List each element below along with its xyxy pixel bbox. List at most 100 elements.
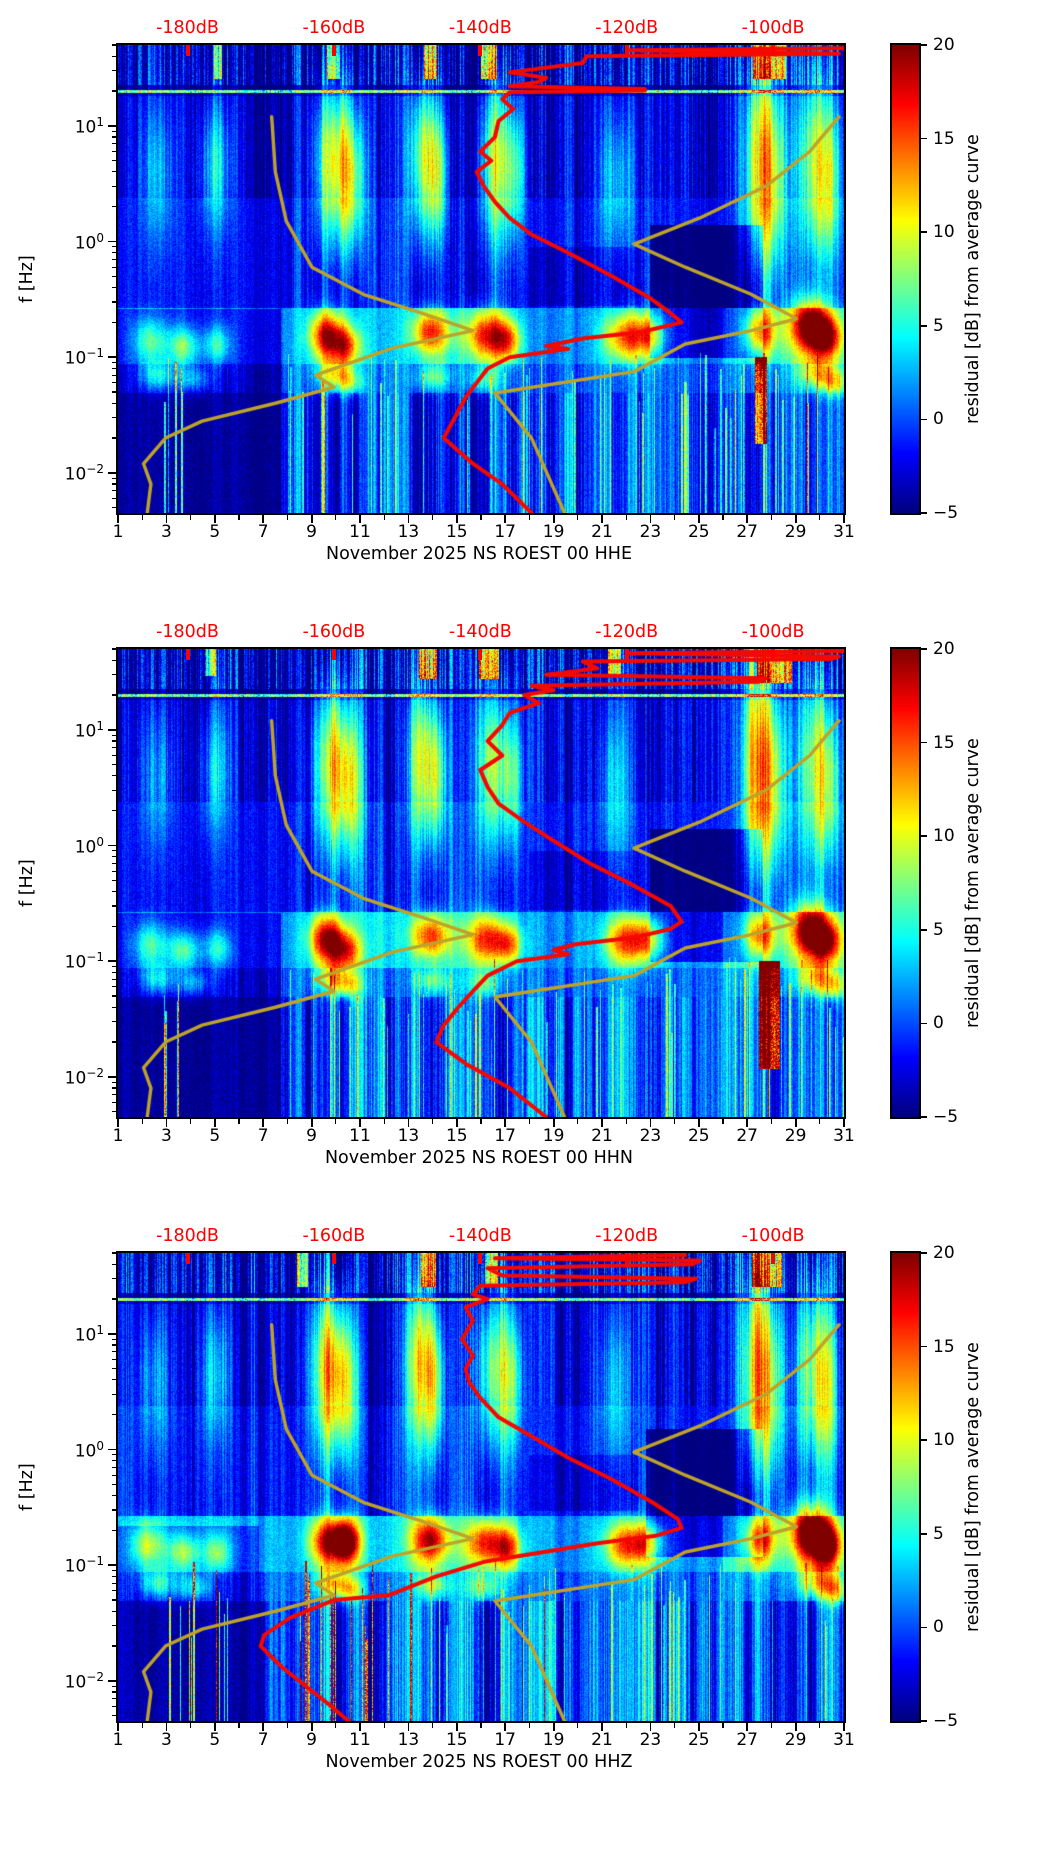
x-minor-tick: [819, 515, 821, 520]
x-minor-tick: [528, 1119, 531, 1124]
colorbar-canvas: [892, 1253, 919, 1721]
figure-canvas: { "chart_data": { "type": "heatmap", "co…: [17, 18, 983, 1772]
x-tick-label: 25: [687, 522, 710, 542]
plot-frame: [116, 1251, 846, 1723]
x-tick-label: 15: [445, 1730, 468, 1750]
x-major-tick: [456, 515, 458, 523]
colorbar-tick: [919, 928, 927, 931]
db-axis-label: -120dB: [595, 1226, 659, 1246]
x-tick-label: 29: [784, 1126, 807, 1146]
plot-frame: [116, 647, 846, 1119]
colorbar-label: residual [dB] from average curve: [963, 1342, 983, 1632]
x-minor-tick: [480, 1723, 482, 1728]
x-tick-label: 29: [784, 522, 807, 542]
db-axis-label: -100dB: [741, 1226, 805, 1246]
y-minor-tick: [111, 374, 116, 376]
y-axis-label: f [Hz]: [17, 859, 37, 907]
db-axis-label: -120dB: [595, 622, 659, 642]
y-tick-label: 10−1: [64, 1554, 104, 1577]
y-minor-tick: [111, 747, 116, 749]
y-minor-tick: [111, 1582, 116, 1584]
y-minor-tick: [111, 44, 116, 46]
colorbar-tick: [919, 137, 927, 140]
y-minor-tick: [111, 810, 116, 812]
y-minor-tick: [111, 483, 116, 485]
x-tick-label: 17: [494, 1730, 516, 1750]
x-major-tick: [504, 515, 507, 523]
y-minor-tick: [111, 674, 116, 676]
colorbar-tick-label: 10: [933, 826, 955, 847]
x-major-tick: [698, 515, 700, 523]
y-minor-tick: [111, 1041, 116, 1043]
spectrogram-canvas-hhe: [118, 45, 844, 513]
y-minor-tick: [111, 1101, 116, 1104]
y-minor-tick: [111, 971, 116, 973]
x-tick-label: 1: [112, 1126, 124, 1146]
colorbar-tick-label: 10: [933, 222, 955, 243]
y-minor-tick: [111, 1715, 116, 1717]
x-major-tick: [359, 1119, 361, 1127]
x-tick-label: 5: [209, 1730, 221, 1750]
x-tick-label: 27: [736, 1730, 758, 1750]
x-minor-tick: [432, 1723, 434, 1728]
x-major-tick: [359, 515, 361, 523]
x-major-tick: [601, 1723, 603, 1731]
colorbar-tick-label: 0: [933, 1617, 944, 1638]
y-minor-tick: [111, 1460, 116, 1462]
y-minor-tick: [111, 995, 116, 997]
y-tick-label: 100: [74, 1438, 104, 1462]
y-minor-tick: [111, 1087, 116, 1089]
colorbar-tick: [919, 1532, 927, 1535]
x-minor-tick: [141, 1723, 143, 1728]
colorbar-tick-label: 0: [933, 1013, 944, 1034]
x-major-tick: [407, 515, 410, 523]
y-minor-tick: [111, 764, 116, 766]
x-major-tick: [552, 1119, 555, 1127]
x-major-tick: [310, 1119, 313, 1127]
x-tick-label: 7: [257, 522, 269, 542]
y-minor-tick: [111, 890, 116, 893]
db-axis-label: -140dB: [448, 1226, 512, 1246]
x-minor-tick: [577, 1119, 579, 1124]
x-minor-tick: [286, 1723, 289, 1728]
x-minor-tick: [674, 515, 676, 520]
x-minor-tick: [770, 1723, 773, 1728]
x-minor-tick: [577, 1723, 579, 1728]
colorbar-tick: [919, 44, 927, 46]
x-tick-label: 7: [257, 1730, 269, 1750]
y-minor-tick: [111, 171, 116, 173]
x-minor-tick: [674, 1119, 676, 1124]
db-axis-label: -160dB: [302, 622, 366, 642]
panel-title-hhn: November 2025 NS ROEST 00 HHN: [324, 1148, 634, 1168]
y-minor-tick: [111, 55, 116, 57]
db-axis-label: -180dB: [156, 622, 219, 642]
y-minor-tick: [111, 275, 116, 277]
db-axis-tick: [478, 45, 483, 56]
x-tick-label: 15: [445, 522, 468, 542]
x-major-tick: [310, 515, 313, 523]
colorbar-tick: [919, 741, 927, 744]
x-tick-label: 21: [591, 1730, 613, 1750]
db-axis-tick: [331, 649, 336, 660]
y-minor-tick: [111, 1529, 116, 1531]
x-tick-label: 3: [160, 1730, 172, 1750]
x-tick-label: 13: [397, 1126, 420, 1146]
x-major-tick: [165, 515, 168, 523]
y-minor-tick: [111, 497, 116, 500]
y-minor-tick: [111, 856, 116, 858]
x-minor-tick: [141, 1119, 143, 1124]
x-major-tick: [746, 1723, 749, 1731]
x-tick-label: 1: [112, 522, 124, 542]
colorbar-tick: [919, 512, 927, 514]
panel-title-hhe: November 2025 NS ROEST 00 HHE: [325, 544, 633, 564]
db-axis-label: -140dB: [448, 622, 512, 642]
y-minor-tick: [111, 1081, 116, 1083]
y-minor-tick: [111, 185, 116, 187]
db-axis-tick: [624, 45, 629, 56]
y-minor-tick: [111, 301, 116, 303]
x-minor-tick: [335, 515, 337, 520]
x-tick-label: 5: [209, 1126, 221, 1146]
x-tick-label: 25: [687, 1126, 710, 1146]
y-minor-tick: [111, 321, 116, 323]
x-minor-tick: [770, 1119, 773, 1124]
